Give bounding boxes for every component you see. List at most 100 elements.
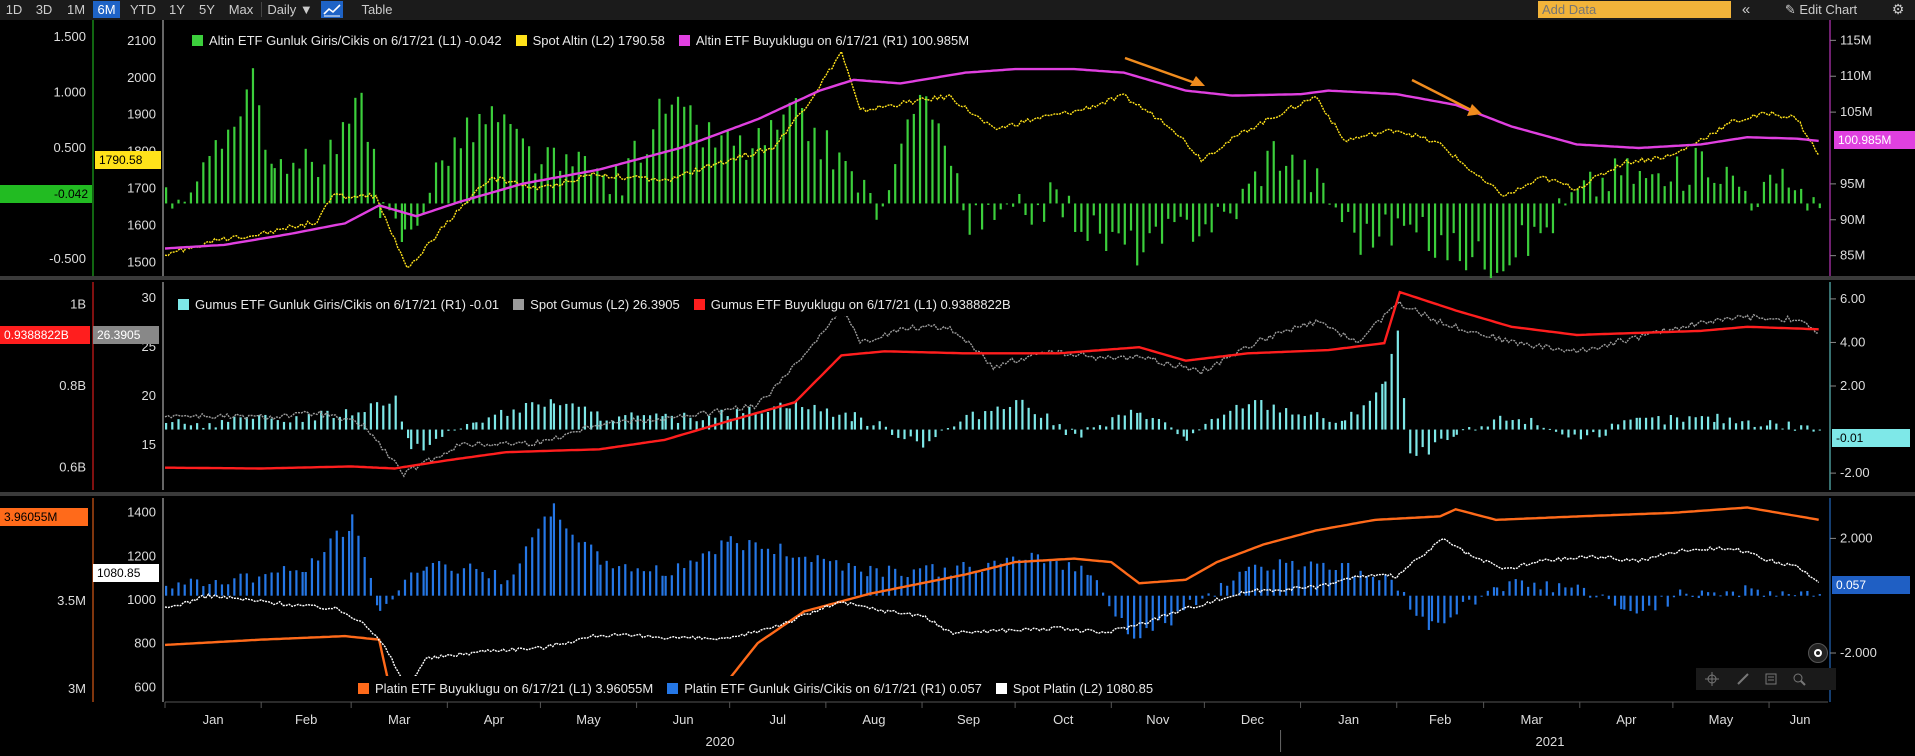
flow-bar	[1517, 419, 1520, 430]
flow-bar	[1043, 203, 1046, 222]
collapse-panel-icon[interactable]: «	[1741, 1, 1751, 18]
table-view-button[interactable]: Table	[361, 2, 393, 17]
flow-bar	[1567, 429, 1570, 438]
x-axis-month-label: Nov	[1146, 712, 1170, 727]
flow-bar	[1573, 429, 1576, 435]
flow-bar	[745, 159, 748, 204]
legend-platin-flow[interactable]: Platin ETF Gunluk Giris/Cikis on 6/17/21…	[667, 681, 982, 696]
legend-label: Spot Gumus (L2) 26.3905	[530, 296, 680, 312]
x-axis-year-label: 2020	[706, 734, 735, 749]
flow-bar	[1297, 179, 1300, 204]
flow-bar	[1402, 203, 1406, 226]
flow-bar	[1663, 186, 1666, 204]
flow-bar	[189, 425, 193, 430]
flow-bar	[1108, 595, 1111, 607]
middle-panel-legend: Gumus ETF Gunluk Giris/Cikis on 6/17/21 …	[172, 292, 1019, 316]
add-data-input[interactable]	[1538, 1, 1731, 18]
flow-bar	[1610, 423, 1614, 430]
panel-0-background	[0, 20, 1915, 276]
flow-bar	[375, 402, 379, 430]
flow-bar	[977, 419, 981, 430]
flow-bar	[1440, 429, 1443, 439]
period-6m-button[interactable]: 6M	[93, 1, 120, 18]
legend-spot-gumus[interactable]: Spot Gumus (L2) 26.3905	[513, 297, 680, 312]
flow-bar	[1548, 428, 1551, 430]
flow-bar	[1558, 198, 1561, 204]
flow-bar	[1030, 552, 1033, 596]
flow-bar	[379, 203, 382, 219]
flow-bar	[1008, 406, 1012, 430]
flow-bar	[853, 565, 856, 596]
flow-bar	[1480, 595, 1483, 597]
flow-bar	[565, 528, 568, 596]
flow-bar	[670, 415, 673, 430]
legend-gumus-flow[interactable]: Gumus ETF Gunluk Giris/Cikis on 6/17/21 …	[178, 297, 499, 312]
flow-bar	[1775, 595, 1778, 597]
flow-bar	[1260, 566, 1263, 596]
chart-tools-bar	[1696, 668, 1836, 690]
flow-bar	[459, 428, 462, 430]
flow-bar	[1769, 420, 1772, 430]
last-value-platin-size-tag: 3.96055M	[0, 508, 88, 526]
flow-bar	[1427, 595, 1430, 630]
legend-altin-size[interactable]: Altin ETF Buyuklugu on 6/17/21 (R1) 100.…	[678, 33, 969, 48]
flow-bar	[1024, 559, 1027, 596]
period-ytd-button[interactable]: YTD	[130, 2, 156, 17]
frequency-dropdown[interactable]: Daily ▼	[267, 2, 313, 17]
flow-bar	[1486, 426, 1489, 430]
flow-bar	[1092, 427, 1095, 430]
legend-altin-flow[interactable]: Altin ETF Gunluk Giris/Cikis on 6/17/21 …	[192, 33, 502, 48]
flow-bar	[1092, 203, 1095, 216]
target-circle-icon[interactable]	[1808, 643, 1828, 663]
settings-gear-icon[interactable]: ⚙	[1891, 1, 1905, 17]
flow-bar	[1018, 193, 1021, 204]
flow-bar	[326, 410, 329, 430]
flow-bar	[1241, 408, 1244, 430]
left-axis-1-tick-label: 3.5M	[57, 593, 86, 608]
edit-chart-button[interactable]: ✎ Edit Chart	[1784, 2, 1858, 17]
flow-bar	[1067, 562, 1071, 596]
legend-spot-platin[interactable]: Spot Platin (L2) 1080.85	[995, 681, 1153, 696]
period-5y-button[interactable]: 5Y	[199, 2, 215, 17]
flow-bar	[1015, 400, 1018, 430]
flow-bar	[1238, 571, 1241, 596]
trend-arrow-shaft	[1411, 78, 1476, 114]
flow-bar	[931, 119, 934, 204]
flow-bar	[388, 403, 391, 430]
zoom-icon	[1793, 673, 1806, 686]
series-bars-platin-etf-gunluk-giris-cikis	[165, 503, 1821, 639]
period-1m-button[interactable]: 1M	[66, 2, 86, 17]
flow-bar	[900, 575, 903, 596]
flow-bar	[707, 551, 711, 596]
line-chart-icon[interactable]	[321, 1, 343, 18]
right-axis-tick-label: -2.000	[1840, 645, 1877, 660]
flow-bar	[1167, 203, 1170, 219]
flow-bar	[751, 148, 754, 204]
period-3d-button[interactable]: 3D	[35, 2, 53, 17]
flow-bar	[1297, 414, 1300, 430]
period-1d-button[interactable]: 1D	[5, 2, 23, 17]
flow-bar	[537, 404, 540, 430]
series-line-spot-gumus	[164, 300, 1819, 478]
legend-spot-altin[interactable]: Spot Altin (L2) 1790.58	[515, 33, 665, 48]
flow-bar	[183, 423, 186, 430]
legend-gumus-size[interactable]: Gumus ETF Buyuklugu on 6/17/21 (L1) 0.93…	[693, 297, 1011, 312]
flow-bar	[1812, 595, 1815, 597]
flow-bar	[465, 117, 469, 204]
flow-bar	[1126, 595, 1130, 635]
flow-bar	[233, 126, 236, 204]
flow-bar	[1396, 330, 1399, 430]
flow-bar	[1489, 203, 1493, 279]
flow-bar	[649, 571, 652, 596]
x-axis-month-label: Dec	[1241, 712, 1265, 727]
period-max-button[interactable]: Max	[228, 2, 254, 17]
period-1y-button[interactable]: 1Y	[169, 2, 185, 17]
flow-bar	[937, 123, 940, 204]
flow-bar	[1527, 586, 1530, 596]
legend-platin-size[interactable]: Platin ETF Buyuklugu on 6/17/21 (L1) 3.9…	[358, 681, 653, 696]
flow-bar	[658, 98, 661, 204]
flow-bar	[766, 548, 770, 596]
trend-arrow-head	[1190, 76, 1205, 86]
flow-bar	[360, 92, 363, 204]
flow-bar	[372, 148, 376, 204]
